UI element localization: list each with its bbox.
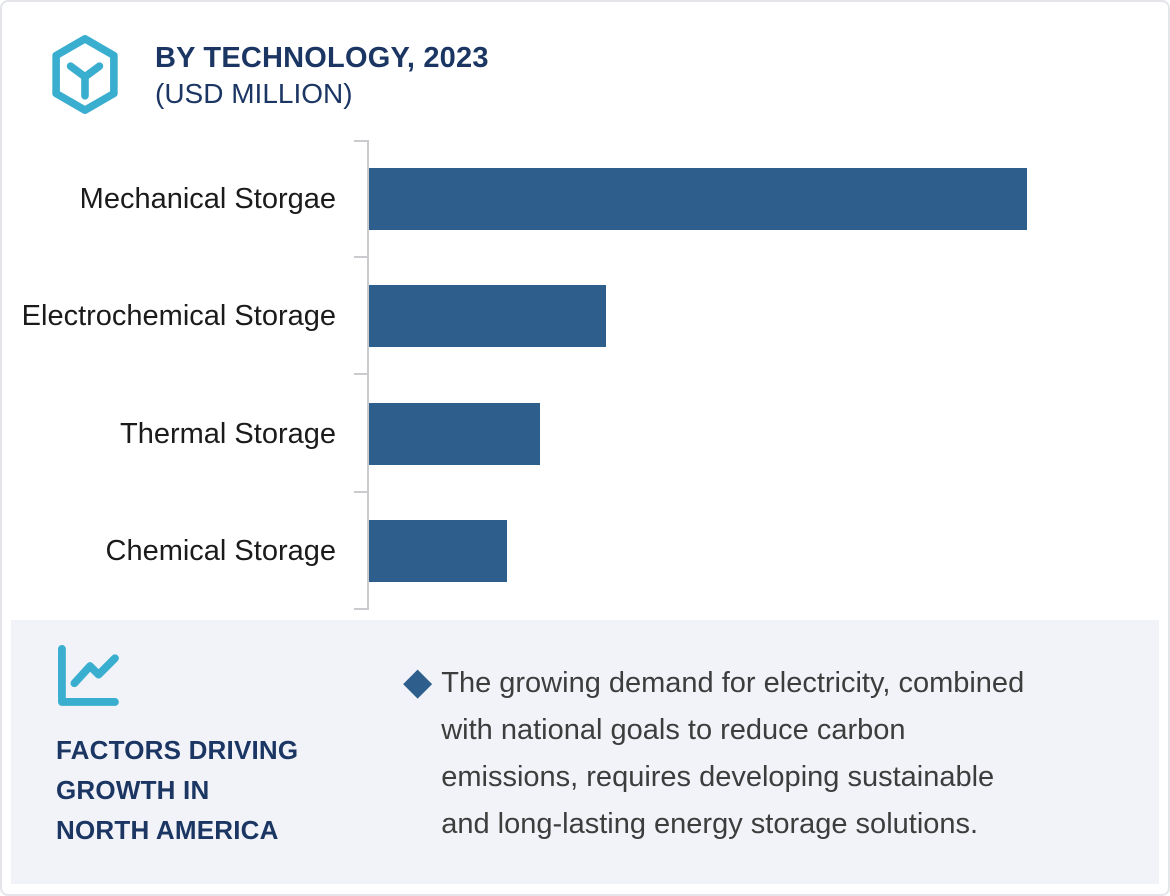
bar-cell [369,140,1146,258]
bar-cell [369,375,1146,493]
chart-header: BY TECHNOLOGY, 2023 (USD MILLION) [47,33,1168,116]
panel-title-line: GROWTH IN [56,775,210,805]
category-label-thermal-storage: Thermal Storage [120,417,336,450]
bar-mechanical-storgae [369,167,1028,230]
bullet-text: The growing demand for electricity, comb… [441,660,1024,848]
bar-thermal-storage [369,402,541,465]
diamond-bullet-icon: ◆ [403,661,433,703]
hexagon-y-icon [52,34,118,115]
category-label-electrochemical-storage: Electrochemical Storage [21,300,336,333]
bar-chart: Mechanical Storgae Electrochemical Storag… [2,140,1168,610]
bar-cell [369,258,1146,376]
axis-tick [354,140,367,142]
bar-electrochemical-storage [369,285,607,348]
category-label-mechanical-storgae: Mechanical Storgae [79,182,336,215]
bullet-text-line: and long-lasting energy storage solution… [441,808,979,840]
bullet-text-line: emissions, requires developing sustainab… [441,761,995,793]
bullet-text-line: with national goals to reduce carbon [441,714,906,746]
bullet-item: ◆ The growing demand for electricity, co… [403,660,1024,848]
panel-title-line: FACTORS DRIVING [56,735,299,765]
panel-title: FACTORS DRIVING GROWTH IN NORTH AMERICA [56,730,298,850]
factors-panel: FACTORS DRIVING GROWTH IN NORTH AMERICA … [11,620,1159,884]
axis-tick [354,608,367,610]
category-label-chemical-storage: Chemical Storage [105,535,337,568]
chart-title: BY TECHNOLOGY, 2023 [155,42,489,74]
bar-chemical-storage [369,520,508,583]
axis-tick [354,490,367,493]
bullet-text-line: The growing demand for electricity, comb… [441,667,1025,699]
panel-title-line: NORTH AMERICA [56,815,279,845]
category-labels: Mechanical Storgae Electrochemical Storag… [2,140,367,610]
axis-tick [354,373,367,375]
axis-tick [354,255,367,258]
chart-subtitle: (USD MILLION) [155,78,353,109]
chart-title-block: BY TECHNOLOGY, 2023 (USD MILLION) [155,33,489,111]
bar-cell [369,493,1146,611]
line-chart-icon [58,645,119,706]
plot-area [354,140,1146,611]
